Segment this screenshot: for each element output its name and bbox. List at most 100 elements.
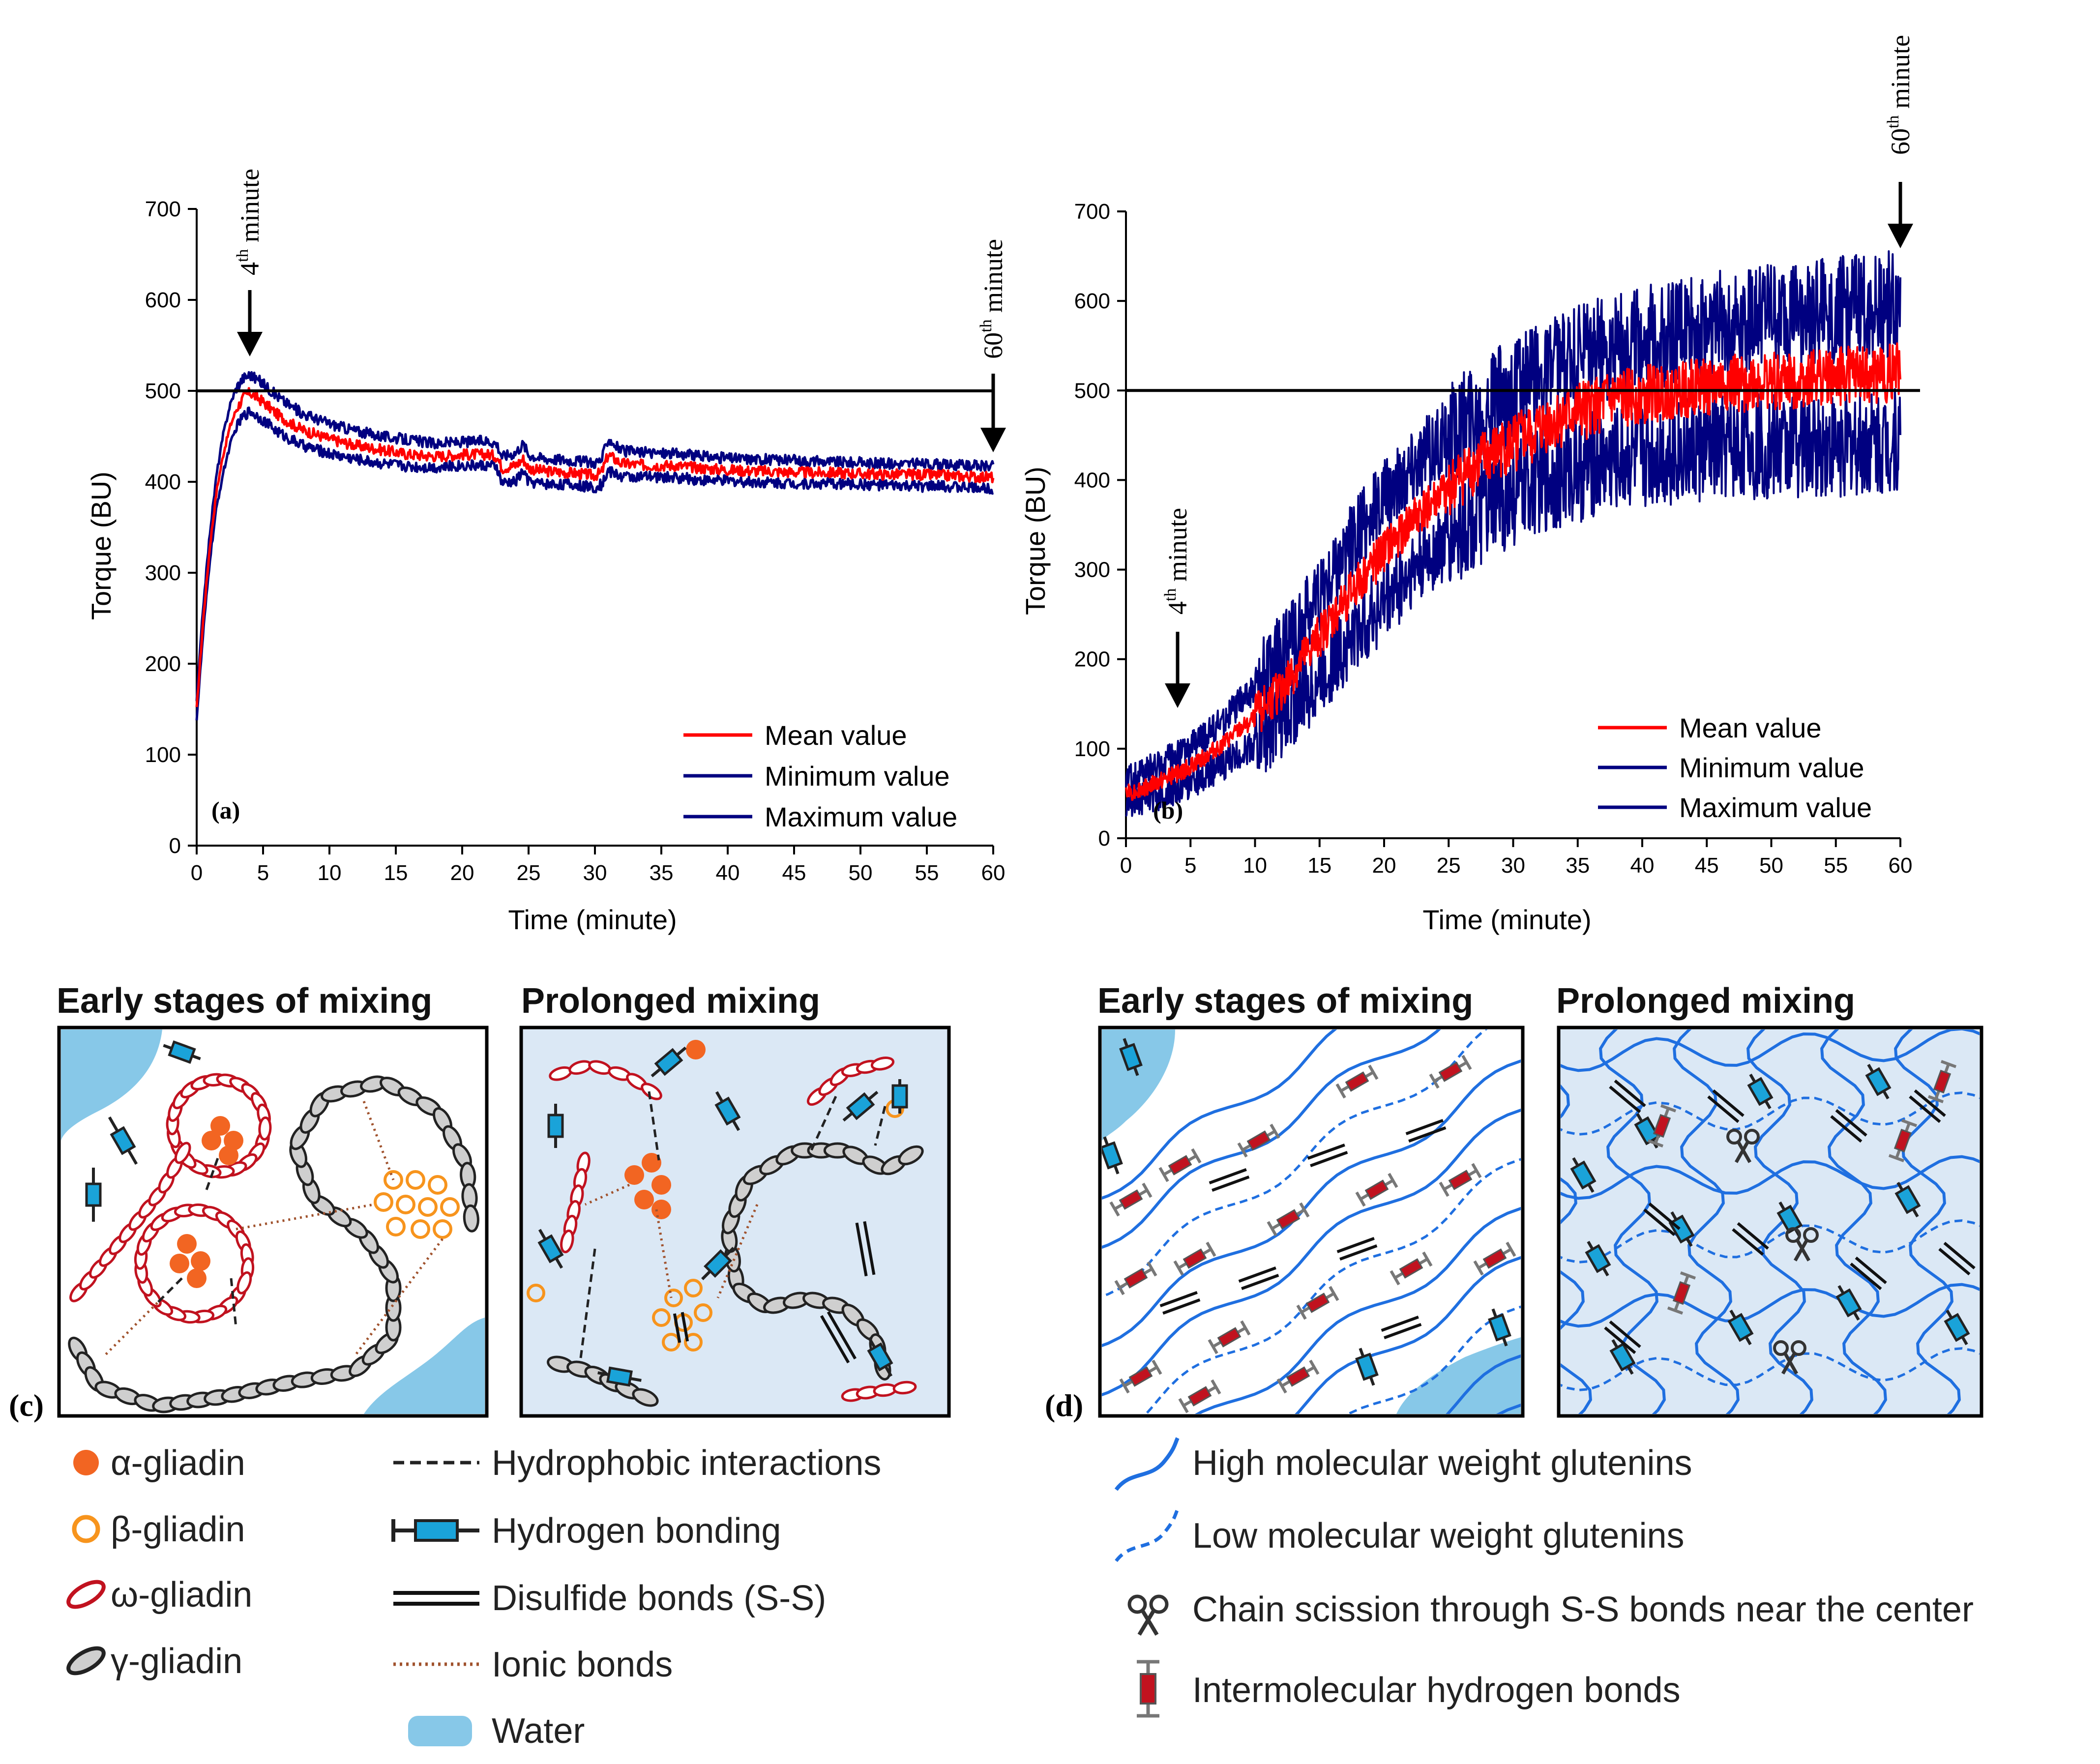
intermolecular-hydrogen-bond bbox=[1667, 1271, 1696, 1315]
legend-hydrophobic-label: Hydrophobic interactions bbox=[492, 1443, 881, 1483]
ss-line bbox=[1850, 1263, 1882, 1291]
hmw-glutenin bbox=[1561, 1084, 1592, 1414]
chart-plot-area: 0 5 10 15 20 25 30 35 40 45 50 55 600100200300400500… bbox=[145, 169, 1008, 885]
hmw-glutenin bbox=[1561, 1283, 1980, 1328]
hydrogen-bond bbox=[1944, 1309, 1970, 1346]
legend-hmw-label: High molecular weight glutenins bbox=[1192, 1443, 1692, 1483]
x-tick-label: 60 bbox=[981, 861, 1006, 885]
arrow-head bbox=[237, 332, 263, 356]
ss-line bbox=[1384, 1323, 1422, 1340]
ihb-core bbox=[1276, 1209, 1301, 1230]
chart-b-y-axis-label: Torque (BU) bbox=[1020, 467, 1051, 615]
legend-max-label: Maximum value bbox=[1679, 792, 1872, 823]
annotation-arrow: 60th minute bbox=[977, 239, 1008, 452]
ihb-core bbox=[1933, 1069, 1952, 1094]
disulfide-bond bbox=[1159, 1291, 1201, 1315]
ss-line bbox=[863, 1221, 876, 1275]
legend-gamma-label: γ-gliadin bbox=[111, 1642, 242, 1681]
ss-line bbox=[1835, 1109, 1867, 1137]
ihb-core bbox=[1305, 1293, 1330, 1313]
annotation-word: minute bbox=[978, 239, 1008, 319]
x-tick-label: 40 bbox=[1630, 853, 1655, 878]
beta-gliadin bbox=[440, 1197, 460, 1217]
x-tick-label: 10 bbox=[1243, 853, 1267, 878]
legend-beta-label: β-gliadin bbox=[111, 1510, 245, 1549]
ihb-cap bbox=[1390, 1270, 1400, 1286]
disulfide-bond bbox=[1604, 1320, 1641, 1354]
hbond-box bbox=[1585, 1244, 1611, 1273]
y-tick-label: 500 bbox=[1074, 379, 1110, 403]
annotation-number: 4 bbox=[1163, 601, 1192, 615]
hydrophobic-interaction bbox=[230, 1278, 237, 1328]
x-tick-label: 50 bbox=[1759, 853, 1783, 878]
hydrogen-bond bbox=[108, 1116, 138, 1165]
series-minimum-value bbox=[195, 406, 994, 721]
y-tick-label: 600 bbox=[1074, 289, 1110, 313]
intermolecular-hydrogen-bond bbox=[1158, 1148, 1202, 1182]
ss-line bbox=[1307, 1143, 1345, 1160]
scissor-handle bbox=[1785, 1227, 1801, 1243]
scissors-icon bbox=[1773, 1340, 1806, 1375]
hydrogen-bond bbox=[1488, 1308, 1511, 1347]
diagram-d-panel-letter: (d) bbox=[1045, 1388, 1083, 1423]
hbond-box bbox=[85, 1182, 102, 1207]
hydrogen-bond bbox=[1570, 1157, 1597, 1193]
ss-line bbox=[1159, 1291, 1198, 1307]
chart-a: 0 5 10 15 20 25 30 35 40 45 50 55 600100200300400500… bbox=[86, 169, 1008, 935]
ss-line bbox=[1339, 1244, 1378, 1261]
scissor-handle bbox=[1744, 1129, 1760, 1145]
intermolecular-hydrogen-bond bbox=[1335, 1064, 1379, 1099]
y-tick-label: 100 bbox=[1074, 737, 1110, 761]
beta-gliadin bbox=[433, 1219, 452, 1239]
hydrogen-bond bbox=[163, 1040, 201, 1064]
ihb-cap bbox=[1173, 1260, 1184, 1276]
hbond-box bbox=[704, 1249, 732, 1278]
hmw-glutenin bbox=[1195, 1206, 1521, 1414]
ihb-core bbox=[1893, 1128, 1912, 1153]
water-region bbox=[364, 1318, 485, 1414]
ihb-core bbox=[1168, 1155, 1192, 1176]
hmw-glutenin bbox=[1295, 1256, 1521, 1414]
disulfide-bond bbox=[1307, 1143, 1348, 1168]
hbond-box bbox=[1894, 1185, 1921, 1214]
annotation-superscript: th bbox=[1161, 588, 1180, 601]
ionic-bond bbox=[353, 1238, 444, 1358]
ss-line bbox=[1648, 1202, 1681, 1230]
legend-disulfide-label: Disulfide bonds (S-S) bbox=[492, 1579, 826, 1618]
scissor-blade bbox=[1734, 1141, 1750, 1163]
annotation-word: minute bbox=[235, 169, 265, 249]
annotation-label: 60th minute bbox=[977, 239, 1008, 359]
chart-b: 0 5 10 15 20 25 30 35 40 45 50 55 600100200300400500… bbox=[1020, 35, 1959, 935]
intermolecular-hydrogen-bond bbox=[1114, 1261, 1157, 1295]
intermolecular-hydrogen-bond bbox=[1439, 1163, 1482, 1197]
hydrophobic-interaction bbox=[810, 1095, 837, 1151]
alpha-gliadin bbox=[634, 1190, 654, 1209]
ss-line bbox=[1238, 1266, 1276, 1283]
ihb-cap bbox=[1142, 1182, 1153, 1198]
diagram-d-early-box bbox=[1098, 1026, 1525, 1418]
bead bbox=[237, 1271, 252, 1294]
beta-gliadin bbox=[374, 1192, 393, 1212]
hmw-glutenin bbox=[1102, 1029, 1337, 1200]
water-region bbox=[1396, 1337, 1521, 1414]
legend-mean-label: Mean value bbox=[1679, 712, 1822, 743]
bead bbox=[174, 1142, 191, 1164]
ss-line bbox=[1707, 1095, 1740, 1123]
hydrogen-bond bbox=[842, 1090, 879, 1122]
bead bbox=[632, 1388, 659, 1407]
x-tick-label: 50 bbox=[849, 861, 873, 885]
omega-gliadin-icon bbox=[66, 1580, 106, 1609]
ihb-cap bbox=[1940, 1060, 1957, 1068]
ihb-core bbox=[1438, 1061, 1463, 1082]
hydrogen-bond bbox=[85, 1168, 102, 1222]
x-tick-label: 40 bbox=[716, 861, 740, 885]
beta-gliadin bbox=[684, 1279, 703, 1297]
ss-line bbox=[1614, 1079, 1646, 1107]
ionic-bond bbox=[362, 1101, 395, 1180]
ss-line bbox=[1855, 1256, 1887, 1284]
lmw-glutenin bbox=[1102, 1029, 1488, 1298]
hbond-box bbox=[1355, 1352, 1379, 1381]
ihb-cap bbox=[1206, 1241, 1216, 1257]
gamma-gliadin-icon bbox=[66, 1646, 106, 1676]
annotation-arrow: 4th minute bbox=[1161, 508, 1192, 708]
